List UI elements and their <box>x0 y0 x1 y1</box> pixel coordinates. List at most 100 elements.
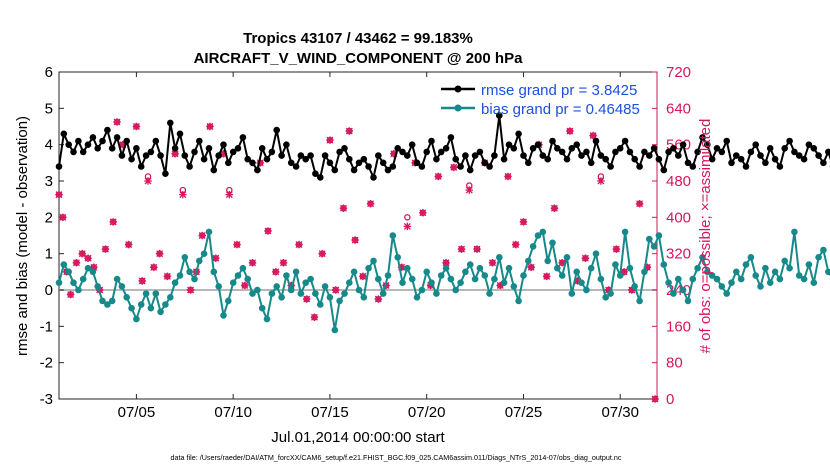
bias-point <box>752 272 759 279</box>
x-tick-label: 07/25 <box>505 404 543 421</box>
obs-assimilated-point <box>345 127 354 135</box>
bias-point <box>641 268 648 276</box>
bias-point <box>718 283 726 290</box>
rmse-point <box>452 155 460 163</box>
rmse-point <box>544 155 551 163</box>
rmse-point <box>766 145 774 152</box>
rmse-point <box>65 141 72 148</box>
rmse-point <box>229 148 237 156</box>
y-tick-label-left: 0 <box>45 282 53 299</box>
rmse-point <box>660 166 668 174</box>
bias-point <box>346 279 353 287</box>
rmse-point <box>539 152 547 159</box>
rmse-point <box>718 148 726 156</box>
bias-point <box>234 272 242 279</box>
obs-assimilated-point <box>144 177 152 185</box>
bias-point <box>413 294 421 301</box>
x-tick-label: 07/15 <box>311 404 349 421</box>
obs-assimilated-point <box>331 286 340 294</box>
bias-point <box>549 239 556 247</box>
y-tick-label-right: 0 <box>666 391 674 408</box>
bias-point <box>534 232 542 239</box>
bias-point <box>215 283 222 290</box>
bias-point <box>704 268 711 276</box>
bias-point <box>795 272 803 279</box>
rmse-point <box>737 155 745 163</box>
rmse-point <box>292 163 300 170</box>
obs-assimilated-point <box>272 268 280 276</box>
bias-point <box>810 279 818 287</box>
rmse-point <box>573 141 580 148</box>
rmse-point <box>592 137 600 145</box>
bias-point <box>108 297 116 305</box>
bias-point <box>568 290 576 297</box>
obs-assimilated-point <box>171 150 179 158</box>
rmse-point <box>287 159 295 167</box>
rmse-point <box>626 148 634 156</box>
obs-assimilated-point <box>310 313 319 321</box>
rmse-point <box>776 163 784 170</box>
rmse-point <box>70 148 77 156</box>
bias-point <box>229 279 237 287</box>
bias-point <box>689 275 697 283</box>
rmse-point <box>176 130 184 138</box>
rmse-point <box>84 141 92 148</box>
rmse-point <box>283 141 290 148</box>
x-axis: 07/05 07/10 07/15 07/20 07/25 07/30 <box>118 72 639 421</box>
rmse-point <box>481 159 489 167</box>
bias-point <box>699 253 706 261</box>
bias-point <box>805 261 813 268</box>
bias-point <box>341 290 348 297</box>
bias-point <box>529 243 537 250</box>
chart-title-line-1: Tropics 43107 / 43462 = 99.183% <box>243 30 473 47</box>
rmse-point <box>442 145 450 152</box>
rmse-point <box>675 152 682 159</box>
rmse-point <box>249 159 256 167</box>
bias-point <box>616 272 624 279</box>
bias-point <box>496 253 503 261</box>
bias-point <box>554 264 561 272</box>
rmse-point <box>118 152 126 159</box>
obs-assimilated-point <box>581 254 590 262</box>
obs-assimilated-point <box>434 172 443 181</box>
bias-point <box>660 261 668 268</box>
y-tick-label-left: 2 <box>45 209 53 226</box>
bias-point <box>113 275 121 283</box>
rmse-point <box>646 152 653 159</box>
legend-rmse-marker <box>454 85 462 93</box>
rmse-point <box>684 159 692 167</box>
obs-assimilated-point <box>124 240 133 249</box>
bias-point <box>152 290 160 297</box>
obs-assimilated-point <box>635 199 644 208</box>
rmse-point <box>428 137 435 145</box>
bias-point <box>607 290 614 297</box>
rmse-point <box>225 159 232 167</box>
bias-point <box>225 297 232 305</box>
obs-assimilated-point <box>186 286 195 294</box>
rmse-point <box>147 148 155 156</box>
bias-point <box>544 257 551 265</box>
rmse-point <box>360 155 368 163</box>
bias-point <box>365 264 372 272</box>
bias-point <box>612 261 619 268</box>
rmse-point <box>108 145 116 152</box>
bias-point <box>776 275 784 283</box>
obs-assimilated-point <box>78 249 86 258</box>
chart-title-line-2: AIRCRAFT_V_WIND_COMPONENT @ 200 hPa <box>194 50 524 67</box>
bias-point <box>404 264 411 272</box>
rmse-point <box>631 155 638 163</box>
rmse-point <box>128 155 135 163</box>
bias-point <box>573 268 580 276</box>
bias-point <box>142 290 150 297</box>
bias-point <box>510 283 518 290</box>
rmse-point <box>733 152 740 159</box>
rmse-point <box>496 112 503 119</box>
bias-point <box>287 286 295 294</box>
rmse-point <box>404 152 411 159</box>
obs-assimilated-point <box>179 190 187 199</box>
bias-point <box>394 253 402 261</box>
bias-point <box>737 275 745 283</box>
bias-point <box>273 283 281 290</box>
obs-assimilated-point <box>212 254 220 262</box>
bias-point <box>384 272 392 279</box>
